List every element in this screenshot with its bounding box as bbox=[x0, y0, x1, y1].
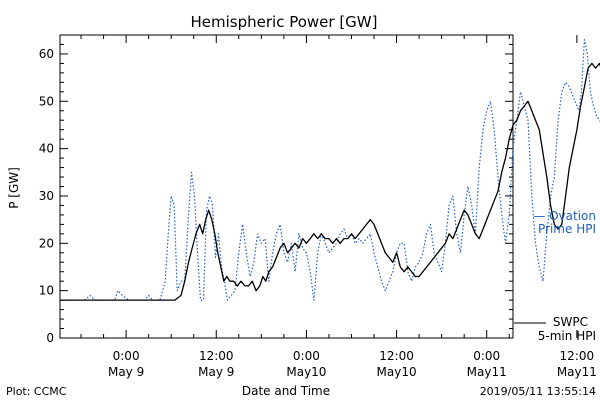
plot-credit: Plot: CCMC bbox=[6, 385, 67, 398]
y-tick-label: 40 bbox=[39, 142, 54, 156]
x-tick-date-label: May11 bbox=[557, 365, 597, 379]
x-tick-time-label: 0:00 bbox=[293, 349, 320, 363]
series-ovation-line bbox=[60, 39, 600, 301]
y-tick-label: 50 bbox=[39, 94, 54, 108]
y-tick-label: 10 bbox=[39, 284, 54, 298]
y-tick-label: 30 bbox=[39, 189, 54, 203]
x-tick-date-label: May10 bbox=[286, 365, 326, 379]
x-tick-time-label: 0:00 bbox=[473, 349, 500, 363]
y-tick-label: 60 bbox=[39, 47, 54, 61]
x-axis-label: Date and Time bbox=[242, 384, 330, 398]
x-tick-time-label: 12:00 bbox=[379, 349, 414, 363]
x-tick-date-label: May 9 bbox=[198, 365, 234, 379]
x-tick-time-label: 0:00 bbox=[113, 349, 140, 363]
legend-swpc-line2: 5-min HPI bbox=[538, 329, 596, 343]
y-axis: 0 10 20 30 40 50 60 bbox=[39, 34, 513, 345]
y-tick-label: 20 bbox=[39, 236, 54, 250]
series-swpc-line bbox=[60, 62, 600, 301]
plot-timestamp: 2019/05/11 13:55:14 bbox=[480, 385, 596, 398]
legend: — Ovation Prime HPI SWPC 5-min HPI bbox=[514, 209, 596, 343]
legend-ovation-line1: — Ovation bbox=[533, 209, 596, 223]
x-tick-time-label: 12:00 bbox=[199, 349, 234, 363]
x-axis: 0:00 May 9 12:00 May 9 0:00 May10 12:00 May10 0:… bbox=[80, 35, 597, 379]
x-tick-date-label: May10 bbox=[377, 365, 417, 379]
y-axis-label: P [GW] bbox=[7, 167, 21, 209]
chart-title: Hemispheric Power [GW] bbox=[191, 13, 378, 31]
x-tick-date-label: May 9 bbox=[108, 365, 144, 379]
series-group bbox=[60, 39, 600, 301]
x-tick-time-label: 12:00 bbox=[560, 349, 595, 363]
plot-frame bbox=[59, 34, 514, 339]
x-tick-date-label: May11 bbox=[467, 365, 507, 379]
legend-ovation-line2: Prime HPI bbox=[538, 222, 596, 236]
y-tick-label: 0 bbox=[46, 331, 54, 345]
legend-swpc-line1: SWPC bbox=[553, 315, 588, 329]
